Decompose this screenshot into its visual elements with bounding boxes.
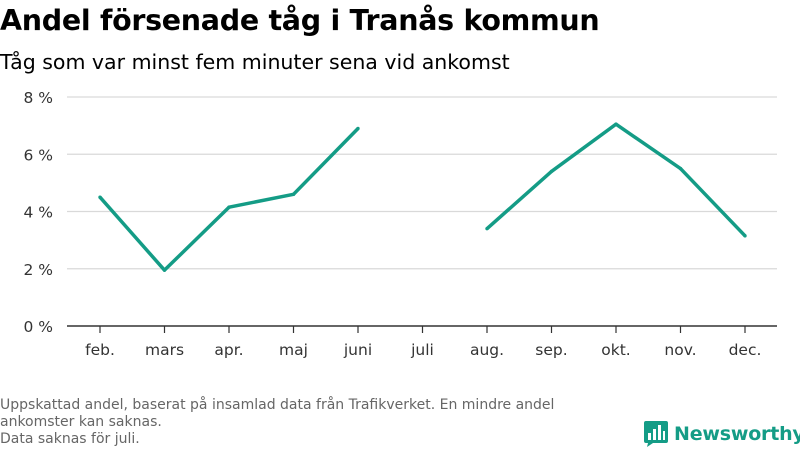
x-tick-label: juni — [343, 341, 372, 359]
x-tick-label: mars — [145, 341, 184, 359]
data-point — [743, 234, 747, 238]
x-tick-label: feb. — [85, 341, 115, 359]
x-tick-label: dec. — [729, 341, 762, 359]
y-tick-label: 2 % — [23, 261, 53, 279]
data-point — [227, 205, 231, 209]
footnote-missing-data: Data saknas för juli. — [0, 431, 140, 447]
series-line-segment — [98, 127, 360, 272]
footnote-source: Uppskattad andel, baserat på insamlad da… — [0, 397, 555, 430]
y-tick-label: 4 % — [23, 204, 53, 222]
data-point — [162, 268, 167, 272]
x-tick-label: juli — [410, 341, 434, 359]
y-tick-label: 6 % — [23, 146, 53, 164]
series-line-segment — [485, 122, 747, 238]
data-point — [291, 192, 296, 197]
chart-title: Andel försenade tåg i Tranås kommun — [0, 4, 600, 37]
y-tick-label: 0 % — [23, 318, 53, 336]
data-point — [614, 122, 618, 126]
x-tick-label: maj — [279, 341, 308, 359]
y-tick-label: 8 % — [23, 89, 53, 107]
brand[interactable]: Newsworthy — [644, 420, 800, 448]
data-point — [356, 126, 360, 131]
series-layer — [98, 122, 747, 272]
brand-name: Newsworthy — [674, 423, 800, 445]
x-tick-label: sep. — [535, 341, 567, 359]
footnote: Uppskattad andel, baserat på insamlad da… — [0, 397, 630, 448]
gridlines — [67, 96, 777, 270]
axes: 0 % 2 % 4 % 6 % 8 % feb. mars apr. maj juni juli au… — [23, 89, 777, 359]
data-point — [485, 226, 489, 231]
x-tick-label: nov. — [664, 341, 696, 359]
data-point — [549, 169, 554, 174]
x-tick-label: aug. — [470, 341, 504, 359]
data-point — [98, 195, 102, 199]
x-tick-label: apr. — [214, 341, 243, 359]
newsworthy-logo-icon — [644, 421, 668, 447]
chart-subtitle: Tåg som var minst fem minuter sena vid a… — [0, 50, 510, 74]
x-tick-label: okt. — [601, 341, 630, 359]
data-point — [678, 166, 683, 171]
